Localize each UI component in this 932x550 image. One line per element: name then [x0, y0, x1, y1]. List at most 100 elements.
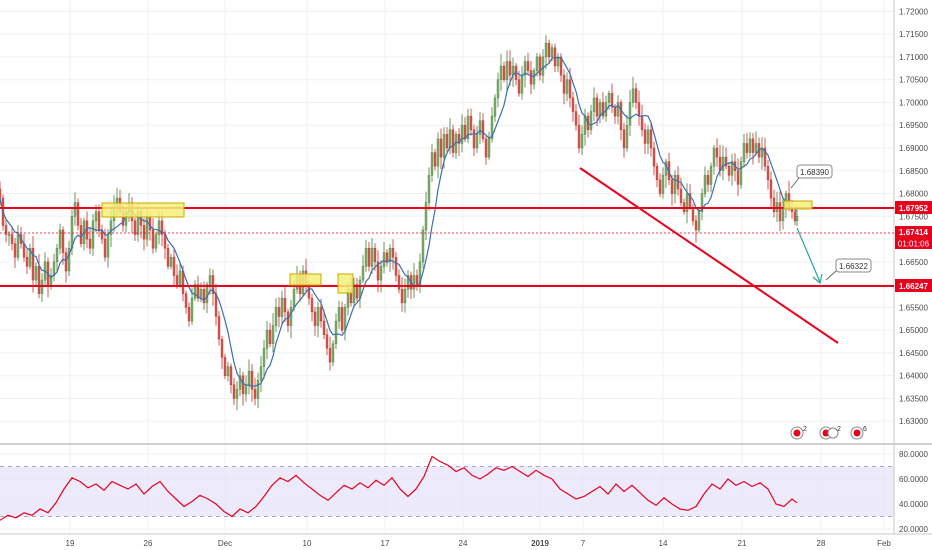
- highlight-box[interactable]: [101, 202, 185, 218]
- event-icon[interactable]: 6: [850, 426, 867, 440]
- candle-body: [469, 115, 473, 130]
- candle-body: [766, 166, 770, 181]
- candle-body: [91, 220, 95, 249]
- candle-body: [475, 134, 479, 149]
- candle-body: [427, 175, 431, 203]
- candle-body: [736, 170, 740, 185]
- candle-body: [634, 88, 638, 103]
- time-axis[interactable]: 19 26 Dec 10 17 24 2019 7 14 21 28 Feb: [66, 539, 892, 548]
- rsi-axis[interactable]: 80.0000 60.0000 40.0000 20.0000: [899, 450, 928, 534]
- candle-body: [97, 211, 101, 231]
- price-tick-label: 1.69000: [899, 144, 928, 153]
- callout-box[interactable]: [796, 164, 833, 179]
- candle-body: [397, 275, 401, 290]
- candle-body: [325, 334, 329, 349]
- callout-connector: [825, 270, 837, 281]
- highlight-box[interactable]: [337, 273, 354, 294]
- candle-body: [169, 257, 173, 267]
- candle-body: [553, 47, 557, 67]
- candle-body: [652, 147, 656, 167]
- candle-body: [712, 147, 716, 167]
- candle-body: [382, 252, 386, 267]
- svg-text:1.67952: 1.67952: [899, 204, 928, 213]
- candle-body: [244, 384, 248, 395]
- candle-body: [277, 307, 281, 317]
- candle-body: [190, 298, 194, 322]
- candle-body: [334, 320, 338, 345]
- price-tick-label: 1.72000: [899, 7, 928, 16]
- price-marker: 1.67414: [895, 226, 932, 238]
- candle-body: [412, 275, 416, 290]
- candle-body: [574, 111, 578, 126]
- rsi-tick-label: 40.0000: [899, 500, 928, 509]
- candle-body: [466, 115, 470, 140]
- rsi-tick-label: 80.0000: [899, 450, 928, 459]
- candle-body: [508, 61, 512, 76]
- candle-body: [235, 389, 239, 399]
- candle-body: [481, 120, 485, 140]
- candle-body: [496, 79, 500, 99]
- event-icon[interactable]: 2: [819, 426, 841, 440]
- callout-box[interactable]: [835, 258, 872, 273]
- candle-body: [769, 179, 773, 199]
- time-tick-label: Dec: [218, 539, 232, 548]
- candle-body: [166, 247, 170, 267]
- candle-body: [193, 284, 197, 299]
- candle-body: [37, 266, 41, 294]
- candle-body: [778, 202, 782, 222]
- candle-body: [478, 120, 482, 135]
- candle-body: [58, 229, 62, 249]
- candle-body: [214, 293, 218, 317]
- candle-body: [109, 220, 113, 235]
- price-tick-label: 1.64500: [899, 349, 928, 358]
- candle-body: [310, 298, 314, 313]
- candle-body: [205, 284, 209, 304]
- candle-body: [472, 129, 476, 149]
- projection-arrow-line[interactable]: [796, 227, 821, 283]
- candle-body: [106, 234, 110, 258]
- candle-body: [655, 166, 659, 181]
- candle-body: [601, 102, 605, 117]
- candle-body: [313, 311, 317, 326]
- candle-body: [262, 348, 266, 367]
- candle-body: [433, 152, 437, 167]
- candle-body: [640, 115, 644, 130]
- candle-body: [247, 370, 251, 385]
- rsi-line: [0, 455, 798, 521]
- trend-line[interactable]: [579, 167, 839, 344]
- candle-body: [526, 61, 530, 71]
- callout-price-label: 1.68390: [800, 168, 829, 177]
- svg-text:01:01:06: 01:01:06: [898, 240, 930, 249]
- candle-body: [103, 238, 107, 258]
- candle-body: [373, 247, 377, 263]
- price-axis[interactable]: 1.72000 1.71500 1.71000 1.70500 1.70000 1.695…: [899, 7, 928, 426]
- candle-body: [448, 129, 452, 149]
- candle-body: [385, 252, 389, 263]
- candle-body: [229, 366, 233, 386]
- candle-body: [175, 275, 179, 285]
- countdown-marker: 01:01:06: [895, 238, 932, 249]
- highlight-box[interactable]: [783, 200, 813, 210]
- candle-body: [436, 138, 440, 167]
- candle-body: [415, 275, 419, 285]
- candle-body: [178, 270, 182, 285]
- candle-body: [238, 375, 242, 390]
- candle-body: [772, 197, 776, 212]
- candle-body: [241, 375, 245, 395]
- candle-body: [145, 216, 149, 240]
- candle-body: [64, 252, 68, 272]
- candle-body: [208, 275, 212, 285]
- candle-body: [565, 79, 569, 94]
- highlight-box[interactable]: [289, 273, 322, 286]
- candle-body: [631, 88, 635, 103]
- candle-body: [196, 284, 200, 299]
- candle-body: [418, 261, 422, 285]
- candle-series: [0, 35, 799, 411]
- candle-body: [211, 275, 215, 294]
- candle-body: [541, 56, 545, 76]
- candle-body: [55, 247, 59, 263]
- event-icon[interactable]: 2: [790, 426, 807, 440]
- candle-body: [523, 61, 527, 76]
- candle-body: [535, 56, 539, 71]
- candle-body: [355, 284, 359, 299]
